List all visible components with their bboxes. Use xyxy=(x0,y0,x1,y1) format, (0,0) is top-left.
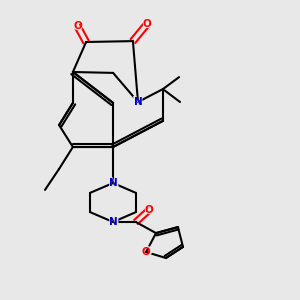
Text: O: O xyxy=(142,19,152,29)
Text: N: N xyxy=(109,178,118,188)
Text: O: O xyxy=(73,21,82,31)
Text: N: N xyxy=(107,176,119,190)
Text: N: N xyxy=(132,95,144,109)
Text: N: N xyxy=(109,217,118,227)
Text: O: O xyxy=(140,245,152,259)
Text: O: O xyxy=(145,205,154,215)
Text: O: O xyxy=(142,247,151,257)
Text: N: N xyxy=(107,215,119,229)
Text: O: O xyxy=(143,203,155,217)
Text: O: O xyxy=(71,19,83,33)
Text: N: N xyxy=(134,97,142,107)
Text: O: O xyxy=(141,17,153,31)
